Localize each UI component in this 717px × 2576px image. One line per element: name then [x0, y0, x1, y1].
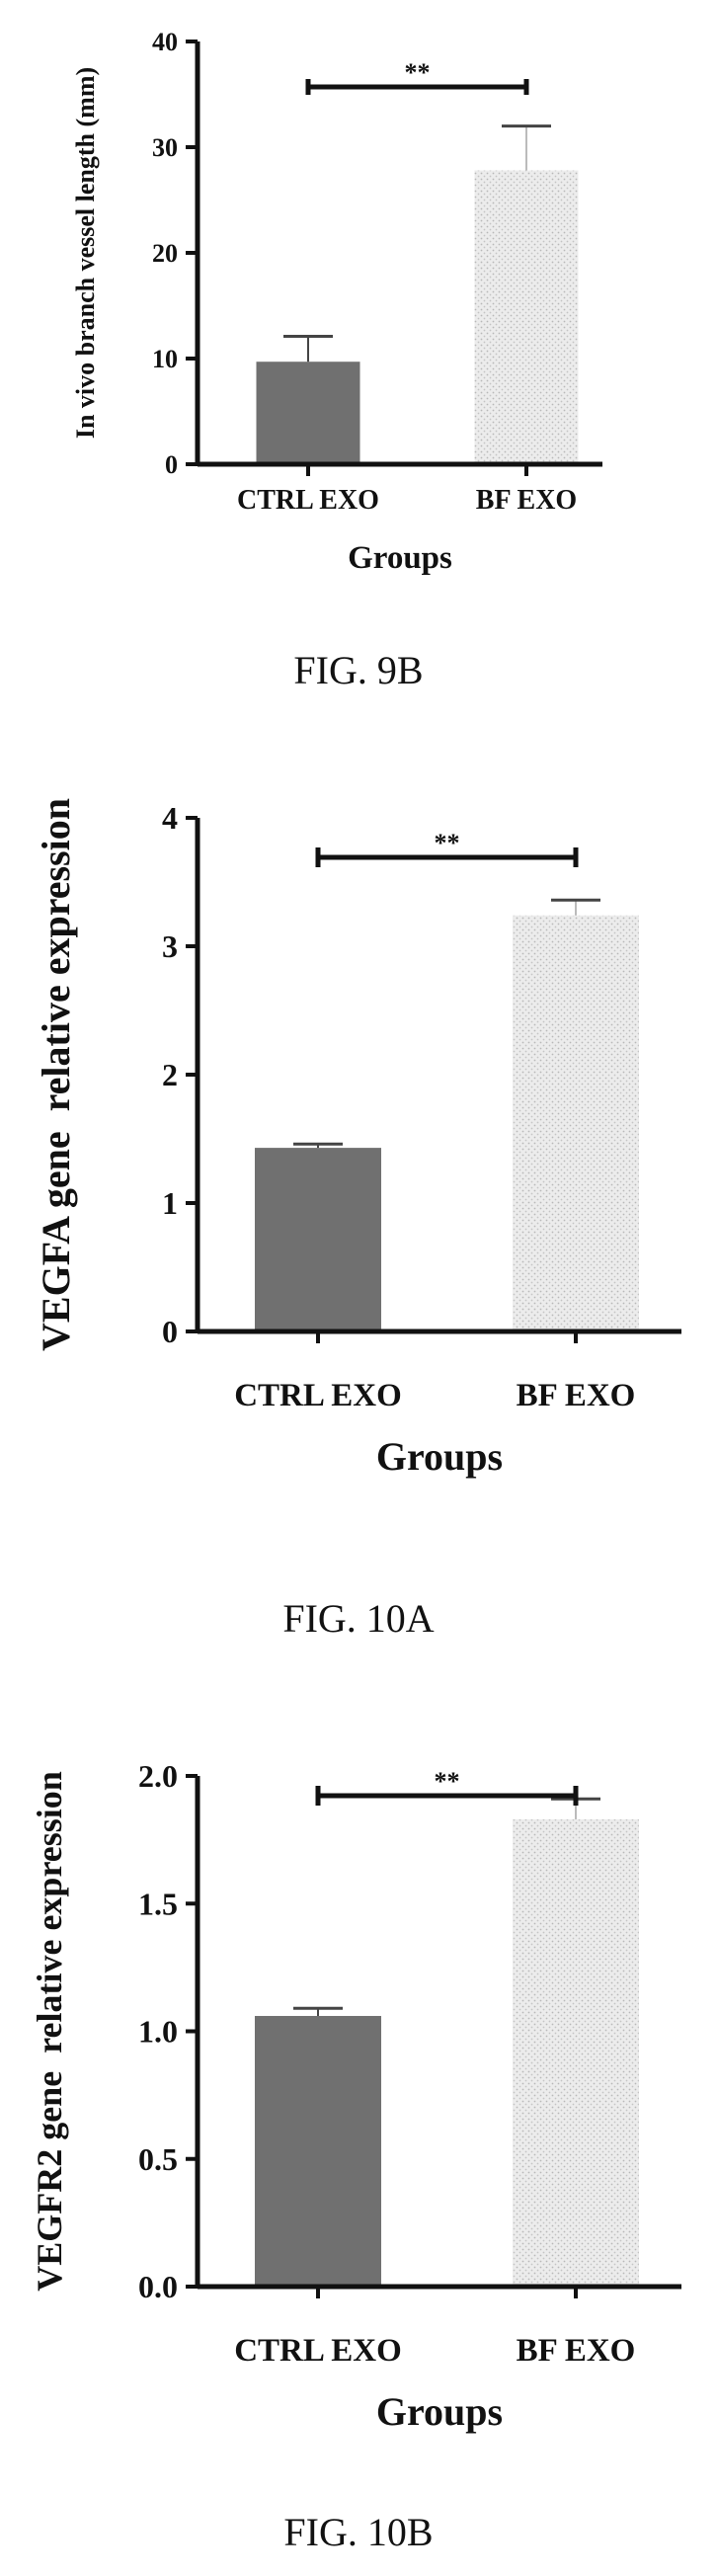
significance-label: ** [435, 829, 460, 857]
error-bar-ctrl-exo [283, 335, 333, 362]
error-bar-ctrl-exo [293, 1142, 343, 1149]
y-tick-label: 0.0 [138, 2269, 178, 2304]
error-bar-ctrl-exo [293, 2006, 343, 2016]
y-tick-label: 1 [162, 1185, 178, 1221]
y-tick-label: 2.0 [138, 1758, 178, 1794]
figure-caption-9b: FIG. 9B [293, 648, 424, 692]
y-tick-label: 4 [162, 800, 178, 836]
figure-caption-10a: FIG. 10A [282, 1596, 435, 1641]
x-axis-title: Groups [348, 540, 452, 576]
y-tick-label: 30 [152, 133, 178, 162]
x-tick-label: CTRL EXO [237, 485, 379, 516]
y-tick-label: 3 [162, 928, 178, 964]
error-bar-bf-exo [502, 124, 551, 171]
bar-ctrl-exo [255, 2015, 381, 2287]
y-tick-label: 40 [152, 28, 178, 56]
figure-caption-10b: FIG. 10B [283, 2510, 434, 2554]
figure-9b: 0 10 20 30 40 CTRL EXO BF EXO Groups In vivo bra… [0, 0, 717, 721]
y-tick-label: 1.5 [138, 1886, 178, 1921]
y-axis-title: VEGFR2 gene relative expression [30, 1771, 69, 2292]
bar-bf-exo [513, 915, 639, 1331]
bar-ctrl-exo [256, 362, 360, 464]
x-axis-title: Groups [376, 1434, 503, 1479]
x-tick-label: BF EXO [517, 2333, 636, 2369]
y-tick-label: 0 [162, 1314, 178, 1349]
chart-10a: 0 1 2 3 4 CTRL EXO BF EXO Groups VEGFA gene rela… [34, 798, 681, 1479]
significance-label: ** [405, 58, 431, 87]
x-tick-label: CTRL EXO [234, 1378, 402, 1413]
y-tick-label: 0.5 [138, 2141, 178, 2177]
y-axis-title: In vivo branch vessel length (mm) [71, 67, 100, 439]
x-tick-label: CTRL EXO [234, 2333, 402, 2369]
x-axis-title: Groups [376, 2389, 503, 2434]
error-bar-bf-exo [551, 898, 600, 916]
figure-10b: 0.0 0.5 1.0 1.5 2.0 CTRL EXO BF EXO Groups VEGFR… [0, 1709, 717, 2576]
figure-10a: 0 1 2 3 4 CTRL EXO BF EXO Groups VEGFA gene rela… [0, 751, 717, 1659]
significance-bracket [305, 79, 529, 95]
y-tick-label: 2 [162, 1057, 178, 1092]
significance-bracket [315, 1786, 579, 1806]
bar-bf-exo [474, 170, 579, 465]
bar-bf-exo [513, 1818, 639, 2287]
chart-9b: 0 10 20 30 40 CTRL EXO BF EXO Groups In vivo bra… [71, 28, 602, 576]
chart-10b: 0.0 0.5 1.0 1.5 2.0 CTRL EXO BF EXO Groups VEGFR… [30, 1758, 681, 2434]
significance-label: ** [435, 1767, 460, 1796]
y-tick-label: 1.0 [138, 2014, 178, 2050]
bar-ctrl-exo [255, 1148, 381, 1331]
x-tick-label: BF EXO [517, 1378, 636, 1413]
x-tick-label: BF EXO [476, 485, 577, 516]
significance-bracket [315, 847, 579, 867]
y-tick-label: 10 [152, 345, 178, 373]
y-tick-label: 20 [152, 239, 178, 268]
y-axis-title: VEGFA gene relative expression [34, 798, 78, 1351]
y-tick-label: 0 [165, 450, 178, 479]
